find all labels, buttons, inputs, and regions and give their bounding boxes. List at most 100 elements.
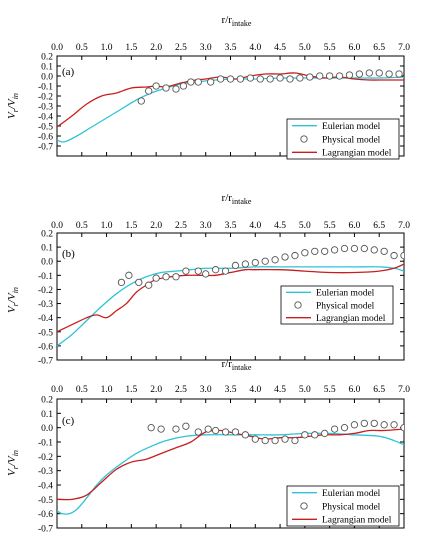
physical-model-point bbox=[281, 435, 289, 443]
physical-model-point bbox=[261, 436, 269, 445]
physical-model-point bbox=[355, 70, 364, 78]
x-tick-label: 7.0 bbox=[398, 221, 410, 231]
y-tick-label: -0.6 bbox=[38, 342, 53, 352]
physical-model-point bbox=[204, 425, 212, 433]
physical-model-point bbox=[340, 424, 349, 432]
physical-model-point bbox=[172, 273, 180, 281]
legend-label: Physical model bbox=[322, 502, 381, 512]
x-tick-label: 4.5 bbox=[274, 43, 286, 53]
x-tick-label: 4.0 bbox=[249, 43, 261, 53]
x-axis-title: r/rintake bbox=[222, 358, 252, 372]
physical-model-point bbox=[281, 253, 289, 261]
y-tick-label: 0.2 bbox=[41, 230, 53, 240]
y-tick-label: -0.1 bbox=[38, 83, 53, 93]
x-tick-label: 5.0 bbox=[299, 43, 311, 53]
physical-model-point bbox=[340, 244, 349, 253]
x-tick-label: 0.5 bbox=[76, 221, 88, 231]
x-tick-label: 5.5 bbox=[324, 385, 336, 395]
x-tick-label: 3.0 bbox=[200, 221, 212, 231]
y-tick-label: -0.4 bbox=[38, 314, 53, 324]
y-tick-label: -0.2 bbox=[38, 93, 53, 103]
physical-model-point bbox=[291, 436, 299, 445]
physical-model-point bbox=[117, 278, 126, 287]
physical-model-point bbox=[345, 71, 354, 79]
physical-model-point bbox=[157, 425, 165, 433]
panel-2: r/rintake 0.0 0.5 1.0 1.5 2.0 2.5 3.0 3.5 4.0 4.5 5… bbox=[6, 192, 410, 367]
y-tick-label: -0.5 bbox=[38, 328, 53, 338]
y-tick-label: -0.2 bbox=[38, 286, 53, 296]
y-tick-label: -0.1 bbox=[38, 272, 53, 282]
x-tick-label: 0.5 bbox=[76, 43, 88, 53]
y-tick-label: -0.3 bbox=[38, 467, 53, 477]
physical-model-point bbox=[316, 72, 324, 80]
x-tick-label: 4.5 bbox=[274, 385, 286, 395]
physical-model-point bbox=[321, 247, 329, 255]
x-tick-label: 3.5 bbox=[225, 385, 237, 395]
legend: Eulerian model Physical model Lagrangian m… bbox=[286, 485, 400, 527]
x-tick-label: 3.0 bbox=[200, 43, 212, 53]
physical-model-point bbox=[194, 78, 202, 86]
x-tick-label: 2.5 bbox=[175, 221, 187, 231]
x-tick-label: 1.0 bbox=[101, 221, 113, 231]
x-tick-label: 1.0 bbox=[101, 385, 113, 395]
physical-model-point bbox=[236, 75, 245, 83]
y-tick-label: -0.5 bbox=[38, 123, 53, 133]
x-tick-label: 5.0 bbox=[299, 385, 311, 395]
physical-model-point bbox=[286, 75, 294, 83]
y-tick-label: -0.7 bbox=[38, 525, 53, 535]
x-axis-title: r/rintake bbox=[222, 192, 252, 206]
y-axis-title: Vr/Vin bbox=[6, 450, 20, 476]
series-group bbox=[57, 69, 404, 143]
physical-model-point bbox=[311, 247, 319, 255]
physical-model-point bbox=[194, 428, 202, 436]
physical-model-point bbox=[266, 75, 274, 83]
y-tick-label: -0.7 bbox=[38, 143, 53, 153]
physical-model-point bbox=[271, 256, 279, 264]
y-tick-label: -0.3 bbox=[38, 103, 53, 113]
y-tick-label: 0.0 bbox=[41, 73, 53, 83]
physical-model-point bbox=[261, 257, 269, 265]
x-tick-label: 4.0 bbox=[249, 221, 261, 231]
physical-model-point bbox=[390, 251, 398, 260]
physical-model-point bbox=[162, 84, 170, 92]
physical-model-point bbox=[207, 78, 215, 86]
physical-model-point bbox=[251, 435, 259, 443]
y-tick-label: -0.2 bbox=[38, 453, 53, 463]
panel-label: (a) bbox=[62, 66, 75, 78]
legend-label: Lagrangian model bbox=[322, 516, 392, 526]
x-tick-label: 2.0 bbox=[150, 43, 162, 53]
y-axis-title: Vr/Vin bbox=[6, 287, 20, 313]
physical-model-point bbox=[395, 70, 403, 78]
y-tick-label: 0.1 bbox=[41, 244, 53, 254]
physical-model-point bbox=[241, 260, 250, 268]
legend-label: Lagrangian model bbox=[322, 149, 392, 159]
x-tick-label: 5.5 bbox=[324, 221, 336, 231]
x-tick-label: 6.0 bbox=[348, 385, 360, 395]
y-tick-label: -0.7 bbox=[38, 357, 53, 367]
legend-marker-physical bbox=[300, 135, 308, 143]
x-tick-label: 0.5 bbox=[76, 385, 88, 395]
y-tick-label: 0.2 bbox=[41, 53, 53, 63]
series-group bbox=[57, 419, 404, 515]
y-tick-label: 0.1 bbox=[41, 63, 53, 73]
x-tick-label: 0.0 bbox=[51, 385, 63, 395]
legend-label: Eulerian model bbox=[322, 122, 381, 132]
x-tick-label: 0.0 bbox=[51, 221, 63, 231]
panel-3: r/rintake 0.0 0.5 1.0 1.5 2.0 2.5 3.0 3.5 4.0 4.5 5… bbox=[6, 358, 410, 535]
x-tick-label: 5.5 bbox=[324, 43, 336, 53]
legend: Eulerian model Physical model Lagrangian m… bbox=[280, 285, 394, 325]
physical-model-point bbox=[137, 97, 145, 105]
physical-model-point bbox=[179, 82, 188, 90]
physical-model-point bbox=[152, 274, 160, 282]
legend-label: Physical model bbox=[316, 301, 375, 311]
legend-marker-physical bbox=[300, 502, 308, 510]
x-tick-label: 6.0 bbox=[348, 43, 360, 53]
legend: Eulerian model Physical model Lagrangian m… bbox=[286, 118, 400, 160]
physical-model-point bbox=[226, 75, 235, 83]
legend-label: Lagrangian model bbox=[316, 314, 386, 324]
physical-model-point bbox=[241, 431, 250, 439]
x-tick-label: 7.0 bbox=[398, 385, 410, 395]
x-tick-label: 2.0 bbox=[150, 221, 162, 231]
x-tick-label: 6.5 bbox=[373, 221, 385, 231]
physical-model-point bbox=[172, 425, 180, 433]
